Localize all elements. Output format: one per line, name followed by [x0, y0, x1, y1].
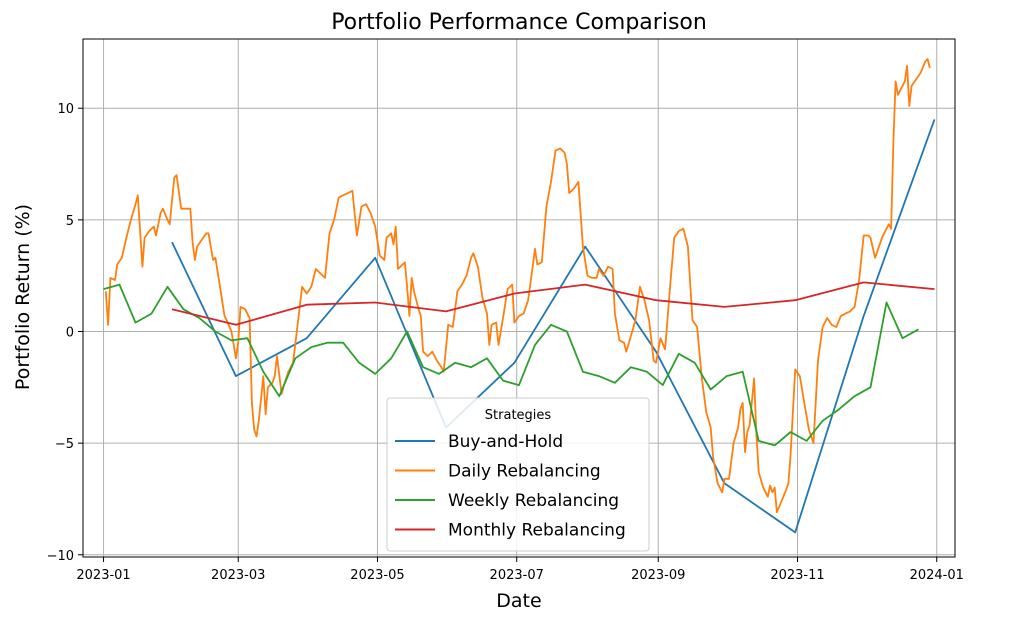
series-line-monthly-rebalancing [171, 281, 935, 326]
legend-label: Weekly Rebalancing [448, 491, 619, 511]
legend-label: Monthly Rebalancing [448, 521, 626, 541]
x-axis-title: Date [496, 590, 541, 612]
chart-title: Portfolio Performance Comparison [331, 10, 707, 35]
legend-label: Daily Rebalancing [448, 462, 601, 482]
x-tick-label: 2023-01 [76, 568, 130, 583]
x-tick-label: 2023-07 [490, 568, 544, 583]
legend: Strategies Buy-and-Hold Daily Rebalancing… [386, 397, 650, 552]
x-tick-label: 2024-01 [910, 568, 964, 583]
x-tick-label: 2023-09 [631, 568, 685, 583]
x-tick-label: 2023-03 [211, 568, 265, 583]
legend-label: Buy-and-Hold [448, 432, 563, 452]
y-tick-label: 10 [57, 102, 74, 117]
x-tick-label: 2023-11 [770, 568, 824, 583]
legend-box [386, 397, 650, 552]
y-axis-title: Portfolio Return (%) [12, 204, 34, 390]
series-lines [103, 58, 936, 534]
plot-frame [82, 38, 956, 558]
legend-title: Strategies [485, 408, 552, 423]
y-tick-label: 0 [66, 325, 74, 340]
series-line-weekly-rebalancing [103, 283, 919, 447]
y-tick-label: −10 [47, 549, 74, 564]
axis-ticks: 2023-01 2023-03 2023-05 2023-07 2023-09 2023-… [47, 102, 964, 583]
x-tick-label: 2023-05 [350, 568, 404, 583]
y-tick-label: 5 [66, 214, 74, 229]
series-line-daily-rebalancing [104, 58, 931, 514]
legend-items: Buy-and-Hold Daily Rebalancing Weekly Reba… [395, 432, 626, 541]
y-tick-label: −5 [55, 437, 74, 452]
